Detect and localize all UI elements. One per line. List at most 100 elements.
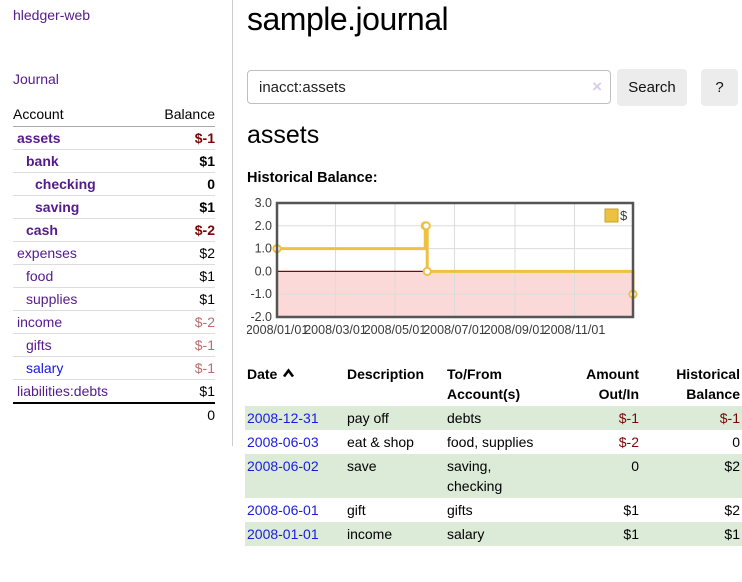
svg-text:2008/09/01: 2008/09/01 bbox=[484, 323, 547, 337]
transaction-balance-cell: $2 bbox=[724, 458, 740, 474]
description-column-header: Description bbox=[347, 366, 425, 382]
sidebar-item-journal[interactable]: Journal bbox=[13, 71, 59, 87]
transaction-description-cell: eat & shop bbox=[347, 434, 414, 450]
transaction-balance-cell: $2 bbox=[724, 502, 740, 518]
transaction-accounts-cell: debts bbox=[447, 410, 482, 426]
account-row: cash $-2 bbox=[13, 218, 215, 242]
svg-text:0.0: 0.0 bbox=[255, 264, 272, 278]
account-link-expenses[interactable]: expenses bbox=[17, 245, 77, 261]
transaction-row[interactable]: 2008-06-01 gift gifts $1 $2 bbox=[245, 498, 742, 522]
account-row: liabilities:debts $1 bbox=[13, 379, 215, 404]
account-row: salary $-1 bbox=[13, 356, 215, 380]
account-balance: $-2 bbox=[144, 310, 215, 334]
amount-column-header: Amount Out/In bbox=[586, 366, 639, 402]
transaction-description-cell: save bbox=[347, 458, 377, 474]
transaction-date-cell: 2008-06-03 bbox=[245, 430, 345, 454]
transaction-description-cell: gift bbox=[347, 502, 366, 518]
total-balance: 0 bbox=[144, 402, 215, 426]
register-header-row: Date Description To/From Account(s) Amou… bbox=[245, 363, 742, 406]
brand-link[interactable]: hledger-web bbox=[13, 7, 91, 23]
account-row: income $-2 bbox=[13, 310, 215, 334]
account-link-cash[interactable]: cash bbox=[26, 222, 58, 238]
account-balance: $-1 bbox=[144, 356, 215, 380]
transaction-date-link[interactable]: 2008-12-31 bbox=[247, 410, 319, 426]
transaction-date-cell: 2008-12-31 bbox=[245, 406, 345, 430]
transaction-row[interactable]: 2008-12-31 pay off debts $-1 $-1 bbox=[245, 406, 742, 430]
account-balance: $1 bbox=[144, 379, 215, 404]
search-input[interactable] bbox=[247, 70, 611, 104]
transaction-amount-cell: $1 bbox=[623, 502, 639, 518]
account-row: food $1 bbox=[13, 264, 215, 288]
transaction-amount-cell: 0 bbox=[631, 458, 639, 474]
svg-text:1.0: 1.0 bbox=[255, 242, 272, 256]
accounts-column-header: To/From Account(s) bbox=[447, 366, 521, 402]
account-link-liabilities-debts[interactable]: liabilities:debts bbox=[17, 383, 109, 399]
main-content: sample.journal × Search ? assets Histori… bbox=[245, 0, 742, 546]
account-link-salary[interactable]: salary bbox=[26, 360, 64, 376]
account-link-food[interactable]: food bbox=[26, 268, 54, 284]
account-balance: $-1 bbox=[144, 333, 215, 357]
account-balance: $1 bbox=[144, 264, 215, 288]
transaction-date-link[interactable]: 2008-06-02 bbox=[247, 458, 319, 474]
transaction-accounts-cell: saving, checking bbox=[447, 458, 503, 494]
account-row: assets $-1 bbox=[13, 126, 215, 150]
sort-ascending-icon bbox=[282, 364, 295, 384]
search-box: × bbox=[247, 70, 611, 104]
help-button[interactable]: ? bbox=[701, 69, 738, 106]
historical-balance-chart: $3.0 2.0 1.0 0.0 -1.0 -2.02008/01/012008/03/0… bbox=[247, 197, 638, 337]
account-row: gifts $-1 bbox=[13, 333, 215, 357]
clear-search-icon[interactable]: × bbox=[592, 77, 602, 96]
historical-balance-column-header: Historical Balance bbox=[676, 366, 740, 402]
account-balance: $1 bbox=[144, 287, 215, 311]
search-form: × Search ? bbox=[247, 69, 742, 106]
account-link-saving[interactable]: saving bbox=[35, 199, 80, 215]
transaction-amount-cell: $-2 bbox=[618, 434, 639, 450]
date-column-header[interactable]: Date bbox=[245, 363, 345, 406]
transaction-accounts-cell: food, supplies bbox=[447, 434, 534, 450]
account-link-gifts[interactable]: gifts bbox=[26, 337, 52, 353]
transaction-row[interactable]: 2008-06-02 save saving, checking 0 $2 bbox=[245, 454, 742, 498]
account-balance: $1 bbox=[144, 149, 215, 173]
svg-text:2008/01/01: 2008/01/01 bbox=[247, 323, 308, 337]
account-link-supplies[interactable]: supplies bbox=[26, 291, 78, 307]
transaction-description-cell: income bbox=[347, 526, 393, 542]
transaction-balance-cell: $1 bbox=[724, 526, 740, 542]
chart-title: Historical Balance: bbox=[247, 170, 378, 186]
account-row: checking 0 bbox=[13, 172, 215, 196]
account-row: expenses $2 bbox=[13, 241, 215, 265]
transaction-accounts-cell: salary bbox=[447, 526, 485, 542]
transaction-row[interactable]: 2008-06-03 eat & shop food, supplies $-2 0 bbox=[245, 430, 742, 454]
sidebar: hledger-web Journal Account Balance asse… bbox=[0, 0, 233, 446]
account-column-header: Account bbox=[13, 103, 145, 127]
total-spacer bbox=[13, 402, 145, 426]
transaction-description-cell: pay off bbox=[347, 410, 389, 426]
account-row: bank $1 bbox=[13, 149, 215, 173]
account-link-income[interactable]: income bbox=[17, 314, 63, 330]
svg-text:3.0: 3.0 bbox=[255, 197, 272, 210]
account-link-assets[interactable]: assets bbox=[17, 130, 61, 146]
svg-text:-1.0: -1.0 bbox=[250, 287, 272, 301]
svg-text:$: $ bbox=[620, 208, 628, 223]
transaction-date-link[interactable]: 2008-06-01 bbox=[247, 502, 319, 518]
account-heading: assets bbox=[247, 121, 320, 149]
transaction-date-cell: 2008-06-01 bbox=[245, 498, 345, 522]
account-balance: $-2 bbox=[144, 218, 215, 242]
page-title: sample.journal bbox=[247, 1, 449, 37]
account-link-checking[interactable]: checking bbox=[35, 176, 96, 192]
transaction-row[interactable]: 2008-01-01 income salary $1 $1 bbox=[245, 522, 742, 546]
account-balance: $2 bbox=[144, 241, 215, 265]
transaction-date-link[interactable]: 2008-01-01 bbox=[247, 526, 319, 542]
balance-column-header: Balance bbox=[144, 103, 215, 127]
svg-text:-2.0: -2.0 bbox=[250, 310, 272, 324]
transaction-date-cell: 2008-06-02 bbox=[245, 454, 345, 498]
transaction-date-link[interactable]: 2008-06-03 bbox=[247, 434, 319, 450]
accounts-total-row: 0 bbox=[13, 402, 215, 426]
transaction-amount-cell: $-1 bbox=[618, 410, 639, 426]
account-balance: $1 bbox=[144, 195, 215, 219]
account-row: supplies $1 bbox=[13, 287, 215, 311]
svg-text:2008/11/01: 2008/11/01 bbox=[544, 323, 606, 337]
search-button[interactable]: Search bbox=[617, 69, 687, 106]
accounts-table: Account Balance assets $-1 bank $1 checking 0… bbox=[13, 103, 215, 426]
account-link-bank[interactable]: bank bbox=[26, 153, 59, 169]
